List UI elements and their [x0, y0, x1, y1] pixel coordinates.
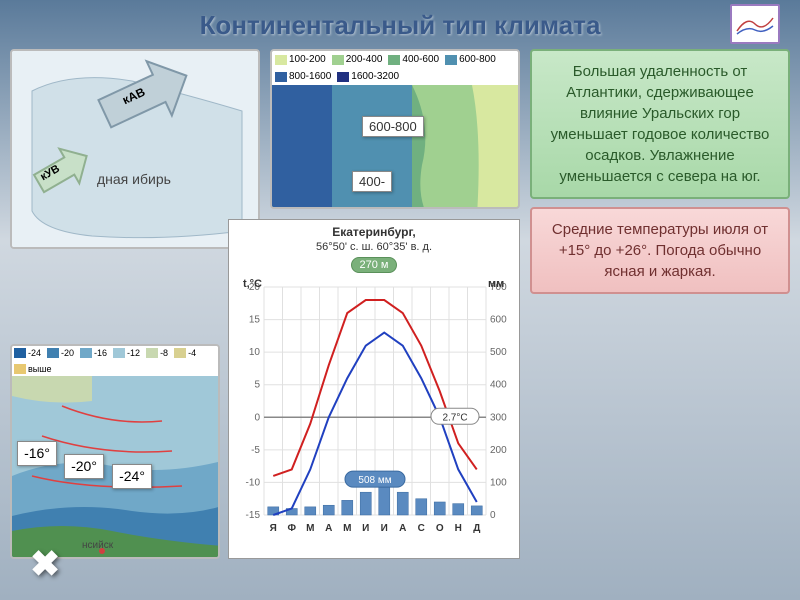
climate-chart: Екатеринбург, 56°50' с. ш. 60°35' в. д. … [228, 219, 520, 559]
svg-text:Ф: Ф [287, 523, 296, 534]
svg-text:М: М [343, 523, 351, 534]
svg-text:5: 5 [254, 380, 260, 391]
svg-text:t,°C: t,°C [243, 278, 262, 290]
precip-legend: 100-200200-400400-600600-800800-16001600… [272, 51, 518, 85]
svg-text:А: А [399, 523, 406, 534]
svg-text:2.7°C: 2.7°C [442, 412, 467, 423]
svg-text:15: 15 [249, 315, 261, 326]
svg-text:Я: Я [270, 523, 277, 534]
city-label: нсийск [82, 540, 113, 551]
svg-text:С: С [418, 523, 425, 534]
left-column: кАВ кУВ дная ибирь 100-200200-400400-600… [10, 49, 520, 569]
right-column: Большая удаленность от Атлантики, сдержи… [530, 49, 790, 569]
svg-text:-10: -10 [246, 477, 261, 488]
svg-text:500: 500 [490, 347, 507, 358]
chart-location: Екатеринбург, 56°50' с. ш. 60°35' в. д. [234, 225, 514, 253]
svg-text:О: О [436, 523, 444, 534]
svg-text:И: И [362, 523, 369, 534]
slide-title: Континентальный тип климата [10, 10, 790, 41]
svg-text:Д: Д [473, 523, 480, 534]
svg-text:0: 0 [254, 412, 260, 423]
svg-text:300: 300 [490, 412, 507, 423]
top-right-icon [730, 4, 780, 44]
close-icon[interactable]: ✖ [30, 543, 60, 585]
svg-text:100: 100 [490, 477, 507, 488]
svg-text:508 мм: 508 мм [358, 475, 391, 486]
svg-text:600: 600 [490, 315, 507, 326]
temp-scale: -24-20-16-12-8-4выше [12, 346, 218, 376]
svg-text:200: 200 [490, 445, 507, 456]
info-panel-temperature: Средние температуры июля от +15° до +26°… [530, 207, 790, 294]
svg-text:0: 0 [490, 510, 496, 521]
svg-text:10: 10 [249, 347, 261, 358]
map-air-masses: кАВ кУВ дная ибирь [10, 49, 260, 249]
region-text: дная ибирь [97, 171, 171, 187]
svg-text:-15: -15 [246, 510, 261, 521]
elevation-badge: 270 м [351, 257, 398, 273]
svg-text:-5: -5 [251, 445, 260, 456]
info-panel-precipitation: Большая удаленность от Атлантики, сдержи… [530, 49, 790, 199]
map-temperature: -24-20-16-12-8-4выше нсийск -16°-20°-24° [10, 344, 220, 559]
map-precipitation: 100-200200-400400-600600-800800-16001600… [270, 49, 520, 209]
svg-text:А: А [325, 523, 332, 534]
svg-text:М: М [306, 523, 314, 534]
svg-text:И: И [381, 523, 388, 534]
svg-text:400: 400 [490, 380, 507, 391]
svg-text:Н: Н [455, 523, 462, 534]
svg-text:мм: мм [488, 278, 504, 290]
